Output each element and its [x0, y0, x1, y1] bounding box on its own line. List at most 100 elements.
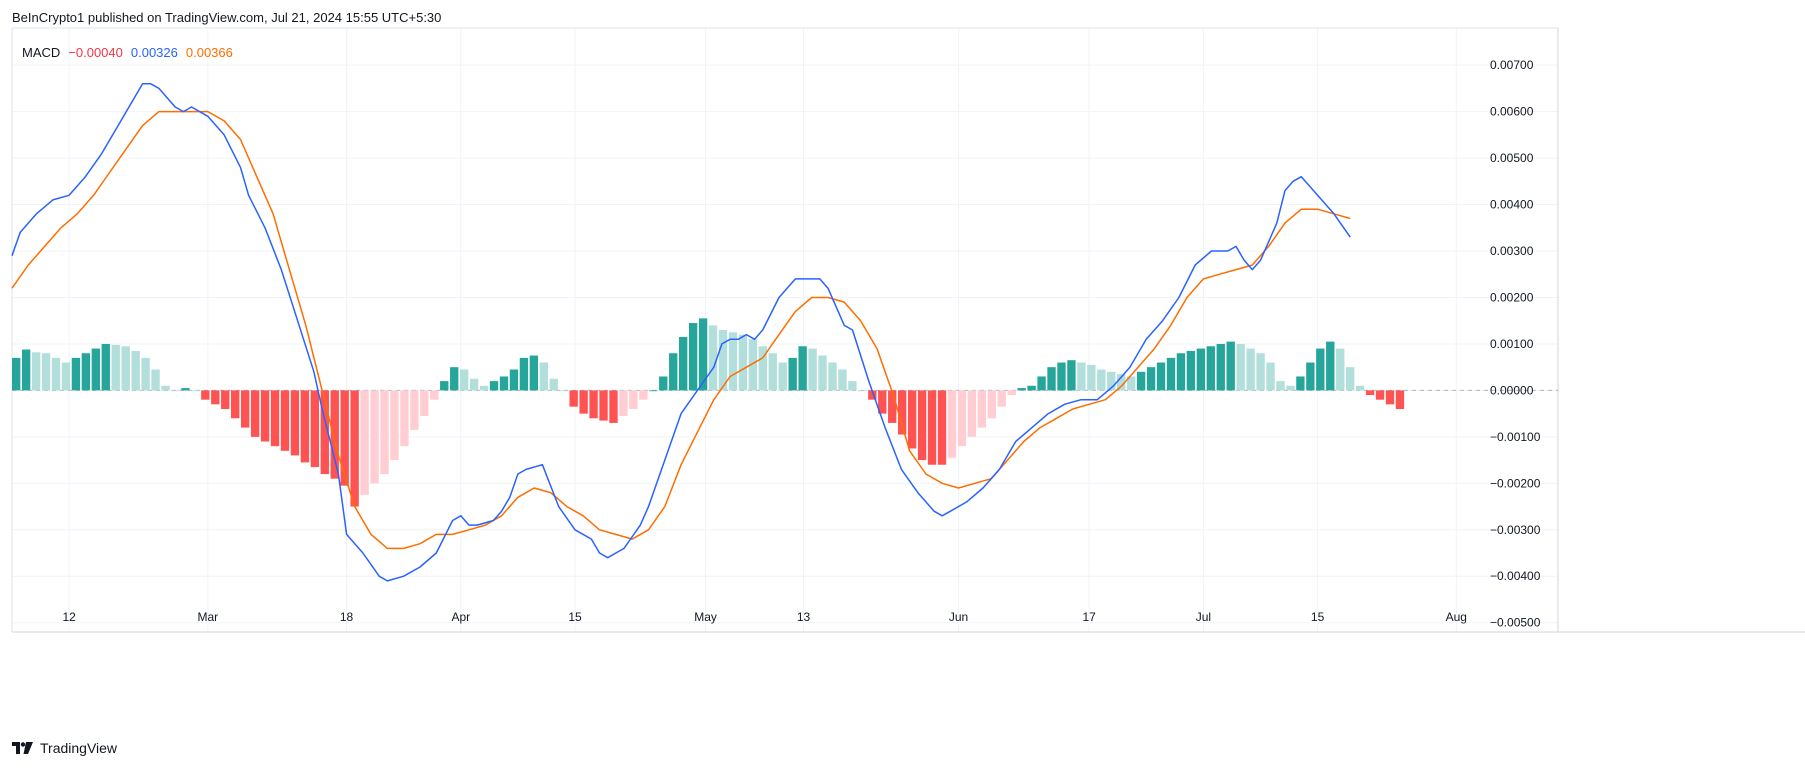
histogram-bar	[1266, 362, 1275, 391]
histogram-bar	[250, 390, 260, 437]
histogram-bar	[1336, 348, 1345, 391]
histogram-bar	[788, 357, 797, 391]
histogram-bar	[1146, 367, 1156, 391]
x-tick-label: Jun	[949, 610, 968, 624]
histogram-bar	[1017, 388, 1026, 391]
histogram-bar	[858, 390, 867, 392]
histogram-bar	[499, 376, 509, 391]
histogram-bar	[1216, 343, 1225, 391]
histogram-bar	[1316, 348, 1325, 391]
chart-frame	[11, 27, 1805, 633]
histogram-bar	[907, 390, 917, 449]
histogram-bar	[579, 390, 588, 414]
y-tick-label: −0.00100	[1490, 430, 1541, 444]
histogram-bar	[967, 390, 977, 437]
histogram-bar	[649, 390, 658, 392]
y-tick-label: −0.00500	[1490, 616, 1541, 630]
y-axis[interactable]: 0.00700 0.00600 0.00500 0.00400 0.00300 0.002…	[1490, 58, 1541, 630]
histogram-bar	[878, 390, 887, 414]
x-tick-label: 15	[1311, 610, 1325, 624]
histogram-bar	[589, 390, 598, 419]
histogram-bar	[1126, 376, 1136, 391]
macd-line	[11, 83, 1351, 582]
histogram-bar	[1057, 362, 1066, 391]
histogram-bar	[1067, 360, 1076, 391]
histogram-bar	[997, 390, 1006, 407]
histogram-bar	[917, 390, 927, 461]
histogram-bar	[1037, 376, 1046, 391]
histogram-bar	[370, 390, 379, 484]
histogram-bar	[539, 362, 548, 391]
histogram-bar	[698, 318, 708, 391]
histogram-bar	[1176, 353, 1186, 391]
legend-indicator-name: MACD	[22, 45, 61, 60]
histogram-bar	[51, 357, 61, 391]
histogram-bar	[141, 357, 150, 391]
histogram-bar	[380, 390, 389, 475]
histogram-bar	[619, 390, 628, 416]
histogram-bar	[1077, 362, 1086, 391]
histogram-bar	[1107, 371, 1116, 391]
histogram-bar	[559, 390, 568, 392]
histogram-bar	[519, 357, 529, 391]
histogram-bar	[340, 390, 349, 486]
histogram-bar	[330, 390, 339, 479]
histogram-bar	[459, 369, 469, 391]
histogram-bar	[888, 390, 897, 423]
histogram-bar	[1385, 390, 1395, 405]
histogram-bar	[310, 390, 320, 468]
histogram-bar	[1306, 362, 1315, 391]
histogram-bar	[639, 390, 648, 400]
histogram-bar	[240, 390, 250, 428]
histogram-bar	[270, 390, 280, 447]
histogram-bar	[669, 353, 678, 391]
legend-macd-value: 0.00326	[130, 45, 178, 60]
histogram-bar	[629, 390, 638, 409]
histogram-bar	[1395, 390, 1405, 409]
histogram-bar	[400, 390, 409, 447]
x-tick-label: 15	[568, 610, 582, 624]
y-tick-label: 0.00400	[1490, 198, 1534, 212]
histogram-bar	[868, 390, 877, 400]
histogram-bar	[260, 390, 270, 442]
histogram-bars	[12, 318, 1405, 507]
histogram-bar	[81, 353, 91, 391]
histogram-bar	[678, 336, 688, 391]
histogram-bar	[390, 390, 399, 461]
histogram-bar	[280, 390, 290, 451]
histogram-bar	[430, 390, 439, 400]
signal-line	[11, 110, 1351, 550]
histogram-bar	[211, 390, 220, 405]
histogram-bar	[798, 346, 807, 391]
histogram-bar	[300, 390, 310, 463]
histogram-bar	[1117, 374, 1126, 391]
histogram-bar	[1355, 385, 1365, 391]
histogram-bar	[1286, 385, 1295, 391]
histogram-bar	[778, 362, 787, 391]
legend-signal-value: 0.00366	[185, 45, 233, 60]
histogram-bar	[927, 390, 937, 465]
y-tick-label: −0.00400	[1490, 569, 1541, 583]
y-tick-label: −0.00300	[1490, 523, 1541, 537]
histogram-bar	[181, 388, 190, 391]
histogram-bar	[957, 390, 967, 447]
publisher-caption: BeInCrypto1 published on TradingView.com…	[12, 10, 441, 25]
indicator-legend[interactable]: MACD −0.00040 0.00326 0.00366	[22, 45, 233, 60]
x-tick-label: Jul	[1196, 610, 1211, 624]
footer-brand[interactable]: TradingView	[12, 740, 117, 756]
histogram-bar	[1236, 343, 1245, 391]
histogram-bar	[728, 332, 738, 391]
publisher-text: BeInCrypto1 published on TradingView.com…	[12, 10, 442, 25]
histogram-bar	[1136, 371, 1146, 391]
legend-histogram-value: −0.00040	[68, 45, 123, 60]
y-tick-label: 0.00300	[1490, 244, 1534, 258]
histogram-bar	[151, 369, 160, 391]
chart-grid	[12, 28, 1558, 632]
histogram-bar	[201, 390, 210, 400]
tradingview-logo-icon	[12, 742, 33, 754]
x-axis[interactable]: 12 Mar 18 Apr 15 May 13 Jun 17 Jul 15 Aug	[62, 610, 1467, 624]
histogram-bar	[1156, 362, 1166, 391]
y-tick-label: −0.00200	[1490, 476, 1541, 490]
histogram-bar	[569, 390, 578, 407]
